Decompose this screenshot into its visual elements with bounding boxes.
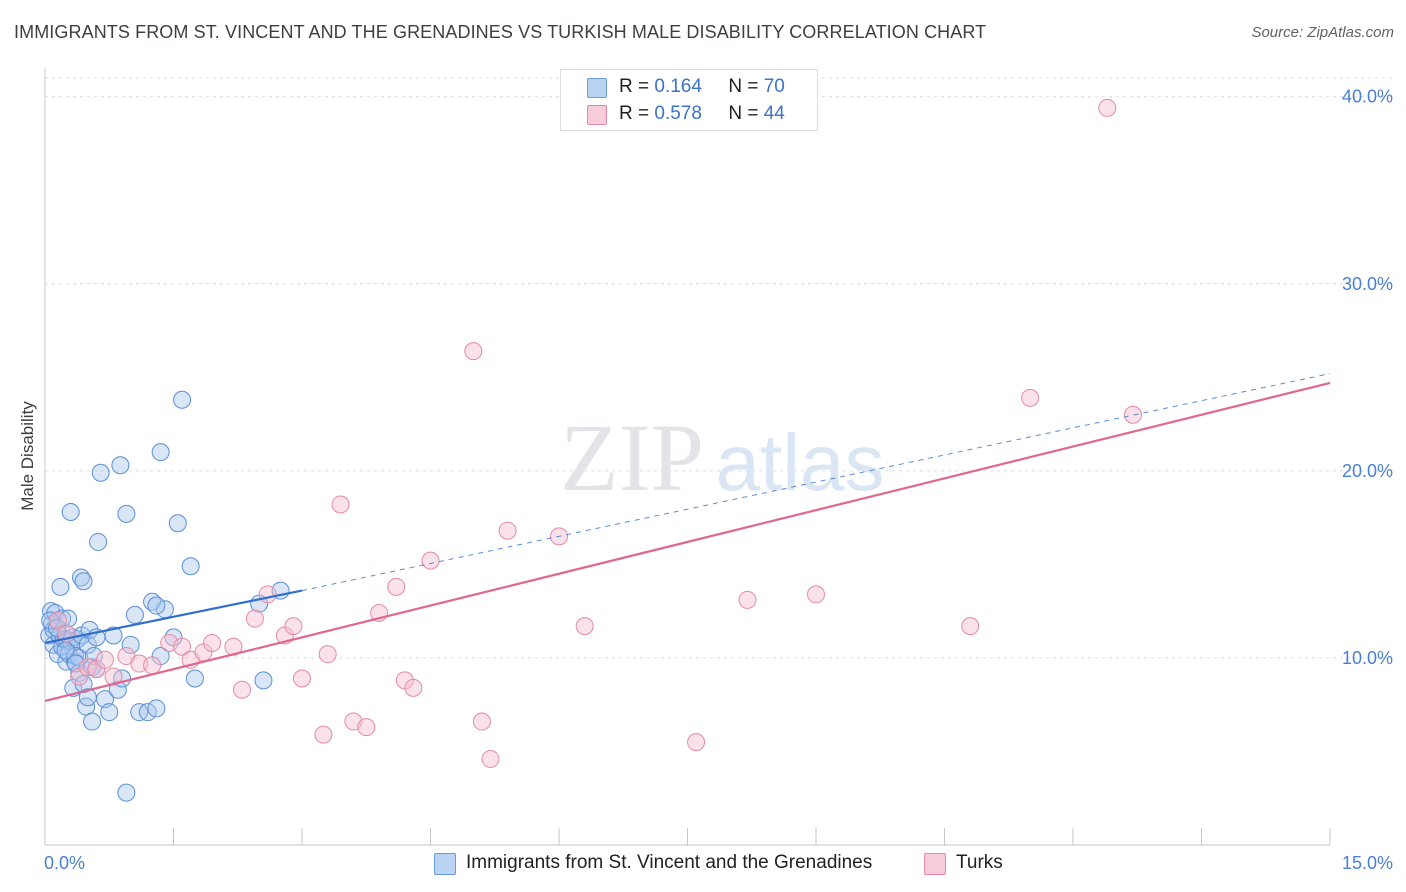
- point-turks: [48, 611, 67, 630]
- point-turks: [472, 712, 491, 731]
- point-turks: [245, 609, 264, 628]
- point-turks: [421, 551, 440, 570]
- point-immigrants: [41, 611, 60, 630]
- bottom-legend-label: Turks: [956, 852, 1003, 873]
- point-turks: [738, 590, 757, 609]
- trend-line-turks: [44, 381, 1331, 703]
- point-immigrants: [74, 572, 93, 591]
- tick-labels: 10.0% 20.0% 30.0% 40.0% 0.0% 15.0%: [44, 87, 1393, 873]
- legend: R = 0.164 N = 70 R = 0.578 N = 44: [560, 69, 818, 131]
- point-turks: [95, 650, 114, 669]
- point-turks: [314, 725, 333, 744]
- point-immigrants: [147, 699, 166, 718]
- point-turks: [1098, 98, 1117, 117]
- point-immigrants: [147, 596, 166, 615]
- x-tick-label: 0.0%: [44, 853, 85, 873]
- y-tick-label: 40.0%: [1342, 87, 1393, 107]
- point-turks: [233, 680, 252, 699]
- point-turks: [387, 577, 406, 596]
- bottom-legend-label: Immigrants from St. Vincent and the Gren…: [466, 852, 873, 873]
- point-turks: [258, 585, 277, 604]
- point-immigrants: [89, 532, 108, 551]
- trend-line-immigrants: [44, 589, 303, 645]
- point-turks: [284, 617, 303, 636]
- point-immigrants: [117, 783, 136, 802]
- point-turks: [331, 495, 350, 514]
- gridlines: [45, 77, 1392, 659]
- y-tick-label: 10.0%: [1342, 648, 1393, 668]
- point-immigrants: [173, 390, 192, 409]
- point-immigrants: [84, 647, 103, 666]
- point-immigrants: [47, 618, 66, 637]
- point-turks: [318, 645, 337, 664]
- point-turks: [404, 678, 423, 697]
- point-turks: [575, 617, 594, 636]
- point-immigrants: [254, 671, 273, 690]
- axes: [44, 68, 1331, 846]
- point-turks: [807, 585, 825, 604]
- legend-swatch-blue: [587, 78, 607, 98]
- point-turks: [961, 617, 980, 636]
- bottom-legend-swatch-pink: [924, 853, 946, 875]
- point-immigrants: [111, 456, 130, 475]
- point-turks: [357, 718, 376, 737]
- point-turks: [481, 749, 500, 768]
- legend-n-value: 70: [763, 76, 785, 97]
- point-turks: [143, 656, 162, 675]
- point-immigrants: [181, 557, 200, 576]
- point-turks: [293, 669, 311, 688]
- point-immigrants: [121, 635, 140, 654]
- legend-r-value: 0.164: [654, 76, 702, 97]
- watermark-atlas: atlas: [716, 418, 885, 507]
- chart-title: IMMIGRANTS FROM ST. VINCENT AND THE GREN…: [14, 22, 987, 42]
- legend-r-label: R =: [619, 103, 650, 124]
- bottom-legend-swatch-blue: [434, 853, 456, 875]
- point-turks: [687, 733, 706, 752]
- watermark-zip: ZIP: [560, 404, 704, 511]
- legend-r-value: 0.578: [654, 103, 702, 124]
- point-turks: [1123, 405, 1142, 424]
- point-immigrants: [168, 514, 187, 533]
- point-turks: [498, 521, 517, 540]
- x-tick-label: 15.0%: [1342, 853, 1393, 873]
- point-immigrants: [100, 703, 119, 722]
- point-turks: [464, 342, 483, 361]
- legend-r-label: R =: [619, 76, 650, 97]
- series-immigrants-points: [40, 390, 290, 802]
- point-immigrants: [125, 605, 144, 624]
- legend-n-label: N =: [728, 103, 759, 124]
- point-immigrants: [61, 503, 80, 522]
- point-turks: [1021, 388, 1040, 407]
- point-immigrants: [151, 443, 170, 462]
- point-immigrants: [83, 712, 102, 731]
- point-immigrants: [138, 703, 157, 722]
- point-turks: [104, 667, 123, 686]
- legend-n-value: 44: [763, 103, 785, 124]
- point-immigrants: [185, 669, 204, 688]
- source-label: Source: ZipAtlas.com: [1251, 24, 1394, 41]
- point-immigrants: [104, 626, 123, 645]
- legend-swatch-pink: [587, 105, 607, 125]
- y-tick-label: 20.0%: [1342, 461, 1393, 481]
- y-tick-label: 30.0%: [1342, 274, 1393, 294]
- point-turks: [173, 637, 192, 656]
- point-turks: [203, 633, 222, 652]
- trend-lines: [44, 373, 1331, 703]
- point-immigrants: [91, 463, 110, 482]
- watermark: ZIP atlas: [560, 404, 884, 511]
- point-immigrants: [117, 504, 136, 523]
- point-immigrants: [51, 577, 70, 596]
- legend-n-label: N =: [728, 76, 759, 97]
